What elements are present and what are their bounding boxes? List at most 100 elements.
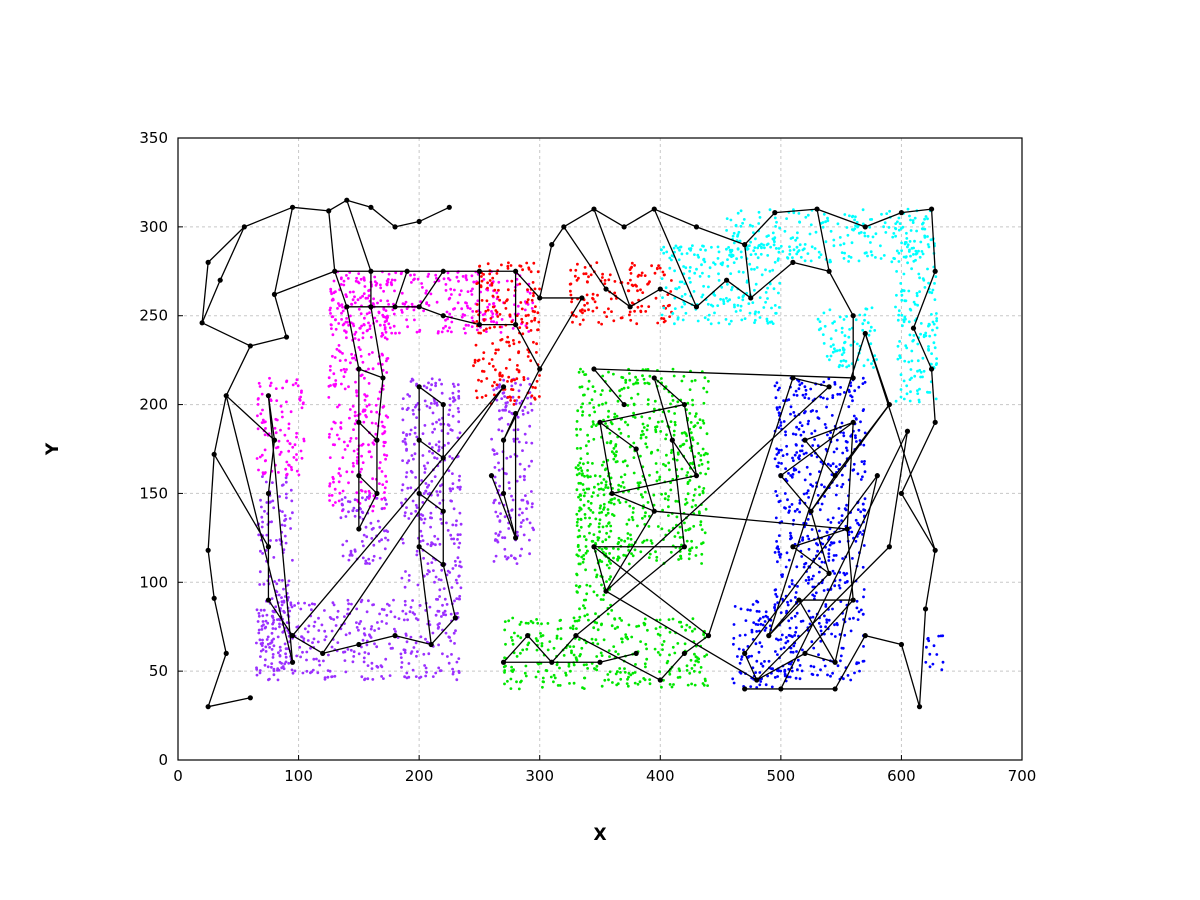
cluster-point-cyan (707, 275, 711, 278)
cluster-point-green (579, 525, 583, 529)
cluster-point-green (622, 486, 626, 489)
cluster-point-red (480, 299, 484, 302)
cluster-point-purple (272, 556, 276, 559)
cluster-point-purple (351, 660, 355, 664)
cluster-point-purple (261, 614, 265, 618)
cluster-point-purple (458, 541, 462, 545)
cluster-point-magenta (338, 359, 342, 362)
cluster-point-purple (389, 610, 393, 614)
cluster-point-cyan (902, 255, 906, 259)
cluster-point-purple (273, 580, 276, 583)
cluster-point-cyan (933, 346, 937, 350)
cluster-point-green (690, 682, 693, 686)
cluster-point-magenta (274, 431, 278, 435)
cluster-point-magenta (410, 281, 413, 284)
cluster-point-purple (437, 609, 441, 613)
cluster-point-green (545, 669, 549, 673)
cluster-point-cyan (776, 259, 780, 262)
graph-node (808, 508, 814, 514)
cluster-point-purple (393, 615, 397, 619)
cluster-point-purple (355, 509, 359, 512)
cluster-point-cyan (766, 297, 769, 300)
cluster-point-blue (755, 630, 759, 633)
cluster-point-cyan (713, 311, 716, 315)
cluster-point-purple (430, 377, 434, 381)
cluster-point-blue (831, 462, 835, 466)
cluster-point-red (479, 331, 482, 335)
cluster-point-purple (451, 482, 455, 485)
cluster-point-magenta (365, 312, 369, 316)
cluster-point-cyan (804, 215, 808, 219)
cluster-point-cyan (739, 224, 743, 228)
cluster-point-blue (862, 645, 865, 648)
x-axis-ticks: 0 100 200 300 400 500 600 700 (173, 755, 1036, 785)
cluster-point-purple (401, 407, 404, 411)
cluster-point-magenta (359, 296, 362, 300)
cluster-point-cyan (883, 221, 887, 225)
cluster-point-purple (451, 391, 455, 395)
cluster-point-magenta (329, 306, 332, 310)
cluster-point-cyan (737, 270, 741, 274)
cluster-point-cyan (909, 368, 913, 371)
cluster-point-purple (426, 562, 430, 565)
cluster-point-magenta (354, 437, 358, 440)
cluster-point-cyan (840, 326, 844, 330)
cluster-point-green (576, 535, 580, 539)
cluster-point-magenta (371, 477, 374, 481)
cluster-point-purple (283, 524, 287, 527)
cluster-point-red (526, 288, 529, 291)
cluster-point-blue (802, 452, 806, 456)
cluster-point-blue (760, 645, 764, 648)
cluster-point-blue (758, 683, 762, 687)
graph-node (289, 204, 296, 210)
cluster-point-purple (376, 621, 379, 624)
cluster-point-cyan (702, 284, 705, 288)
cluster-point-green (583, 614, 587, 618)
cluster-point-purple (291, 671, 295, 675)
cluster-point-purple (423, 467, 427, 471)
cluster-point-green (668, 683, 672, 686)
graph-node (247, 695, 253, 701)
cluster-point-magenta (379, 299, 383, 302)
graph-edge (551, 226, 565, 245)
cluster-point-purple (412, 412, 415, 416)
graph-node (844, 526, 850, 532)
cluster-point-purple (414, 476, 417, 479)
cluster-point-red (620, 316, 624, 320)
cluster-point-green (575, 520, 579, 524)
cluster-point-blue (831, 569, 835, 573)
cluster-point-red (519, 264, 523, 268)
cluster-point-purple (257, 612, 261, 615)
graph-edge (599, 422, 613, 494)
cluster-point-purple (503, 395, 506, 398)
cluster-point-green (608, 389, 612, 393)
cluster-point-purple (323, 609, 326, 612)
cluster-point-purple (515, 399, 519, 402)
cluster-point-purple (272, 673, 276, 677)
cluster-point-green (570, 649, 573, 653)
cluster-point-blue (787, 472, 790, 475)
cluster-point-green (587, 379, 591, 383)
cluster-point-magenta (260, 392, 264, 396)
cluster-point-purple (520, 521, 523, 524)
graph-edge (418, 206, 450, 223)
cluster-point-blue (801, 536, 805, 539)
cluster-point-purple (449, 489, 453, 493)
cluster-point-cyan (695, 267, 698, 271)
cluster-point-blue (789, 646, 793, 650)
cluster-point-cyan (910, 359, 914, 363)
cluster-point-purple (451, 457, 454, 460)
cluster-point-blue (763, 660, 766, 663)
cluster-point-blue (798, 454, 801, 458)
cluster-point-blue (804, 579, 808, 582)
cluster-point-purple (495, 398, 499, 402)
cluster-point-blue (761, 615, 765, 619)
cluster-point-purple (457, 657, 461, 660)
cluster-point-cyan (839, 243, 842, 247)
cluster-point-purple (448, 397, 452, 400)
cluster-point-blue (751, 603, 755, 606)
cluster-point-green (641, 429, 644, 433)
cluster-point-blue (846, 674, 850, 677)
cluster-point-blue (794, 676, 798, 680)
cluster-point-magenta (380, 331, 384, 335)
